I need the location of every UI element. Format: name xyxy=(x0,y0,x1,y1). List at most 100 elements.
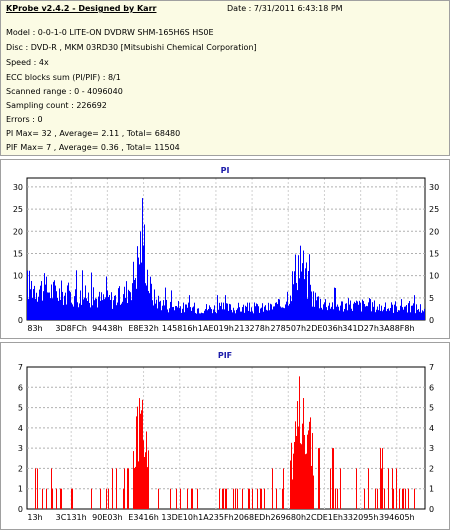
x-tick-label: 269680h xyxy=(270,513,306,522)
data-bar xyxy=(254,302,255,320)
data-bar xyxy=(342,301,343,320)
x-tick-label: 3A88F8h xyxy=(379,324,415,333)
pif-chart-title: PIF xyxy=(217,351,233,360)
data-bar xyxy=(141,410,142,509)
data-bar xyxy=(211,309,212,320)
data-bar xyxy=(297,290,298,320)
y-tick-label-right: 0 xyxy=(429,505,434,514)
data-bar xyxy=(408,488,409,509)
data-bar xyxy=(52,298,53,320)
data-bar xyxy=(30,289,31,320)
data-bar xyxy=(83,299,84,320)
data-bar xyxy=(346,303,347,320)
data-bar xyxy=(191,310,192,320)
data-bar xyxy=(283,468,284,509)
y-tick-label-left: 0 xyxy=(18,505,23,514)
data-bar xyxy=(408,303,409,320)
data-bar xyxy=(113,300,114,320)
data-bar xyxy=(341,301,342,320)
data-bar xyxy=(383,309,384,320)
data-bar xyxy=(241,311,242,320)
data-bar xyxy=(284,308,285,320)
data-bar xyxy=(139,398,140,509)
data-bar xyxy=(364,303,365,320)
data-bar xyxy=(304,279,305,320)
data-bar xyxy=(296,435,297,509)
y-tick-label-left: 15 xyxy=(13,249,23,258)
data-bar xyxy=(424,308,425,320)
data-bar xyxy=(219,302,220,320)
data-bar xyxy=(106,488,107,509)
data-bar xyxy=(269,310,270,320)
data-bar xyxy=(176,306,177,320)
data-bar xyxy=(92,305,93,320)
data-bar xyxy=(212,313,213,320)
data-bar xyxy=(124,468,125,509)
data-bar xyxy=(150,276,151,320)
data-bar xyxy=(276,302,277,320)
data-bar xyxy=(126,281,127,320)
data-bar xyxy=(73,306,74,320)
data-bar xyxy=(122,301,123,320)
data-bar xyxy=(382,311,383,320)
data-bar xyxy=(86,298,87,320)
x-tick-label: 332095h xyxy=(343,513,379,522)
data-bar xyxy=(63,305,64,320)
x-tick-label: 341D27h xyxy=(342,324,379,333)
data-bar xyxy=(236,309,237,320)
data-bar xyxy=(45,284,46,320)
data-bar xyxy=(287,291,288,320)
data-bar xyxy=(388,308,389,320)
data-bar xyxy=(206,304,207,320)
data-bar xyxy=(321,307,322,320)
data-bar xyxy=(71,302,72,320)
data-bar xyxy=(134,468,135,509)
data-bar xyxy=(36,292,37,320)
data-bar xyxy=(52,488,53,509)
data-bar xyxy=(252,488,253,509)
data-bar xyxy=(273,306,274,320)
data-bar xyxy=(95,298,96,320)
data-bar xyxy=(237,488,238,509)
data-bar xyxy=(154,289,155,320)
data-bar xyxy=(81,304,82,320)
data-bar xyxy=(406,305,407,320)
x-tick-label: 2068EDh xyxy=(234,513,271,522)
y-tick-label-right: 4 xyxy=(429,424,434,433)
data-bar xyxy=(128,289,129,320)
x-tick-label: E3416h xyxy=(128,513,158,522)
data-bar xyxy=(401,299,402,320)
data-bar xyxy=(266,309,267,320)
data-bar xyxy=(72,304,73,320)
data-bar xyxy=(289,303,290,320)
data-bar xyxy=(93,287,94,320)
data-bar xyxy=(112,308,113,320)
model-line: Model : 0-0-1-0 LITE-ON DVDRW SHM-165H6S… xyxy=(6,28,214,37)
data-bar xyxy=(277,304,278,320)
y-tick-label-right: 5 xyxy=(429,404,434,413)
data-bar xyxy=(222,488,223,509)
data-bar xyxy=(306,262,307,320)
data-bar xyxy=(79,303,80,320)
data-bar xyxy=(227,303,228,320)
y-tick-label-left: 1 xyxy=(18,485,23,494)
data-bar xyxy=(137,406,138,509)
scanned-range-line: Scanned range : 0 - 4096040 xyxy=(6,87,123,96)
data-bar xyxy=(67,285,68,320)
data-bar xyxy=(392,304,393,320)
data-bar xyxy=(177,307,178,320)
data-bar xyxy=(263,311,264,320)
data-bar xyxy=(402,488,403,509)
data-bar xyxy=(96,298,97,320)
data-bar xyxy=(192,488,193,509)
data-bar xyxy=(71,488,72,509)
data-bar xyxy=(64,295,65,320)
data-bar xyxy=(292,271,293,320)
data-bar xyxy=(240,311,241,320)
data-bar xyxy=(295,254,296,320)
data-bar xyxy=(296,282,297,320)
data-bar xyxy=(358,304,359,320)
data-bar xyxy=(142,198,143,320)
data-bar xyxy=(225,488,226,509)
data-bar xyxy=(313,291,314,320)
